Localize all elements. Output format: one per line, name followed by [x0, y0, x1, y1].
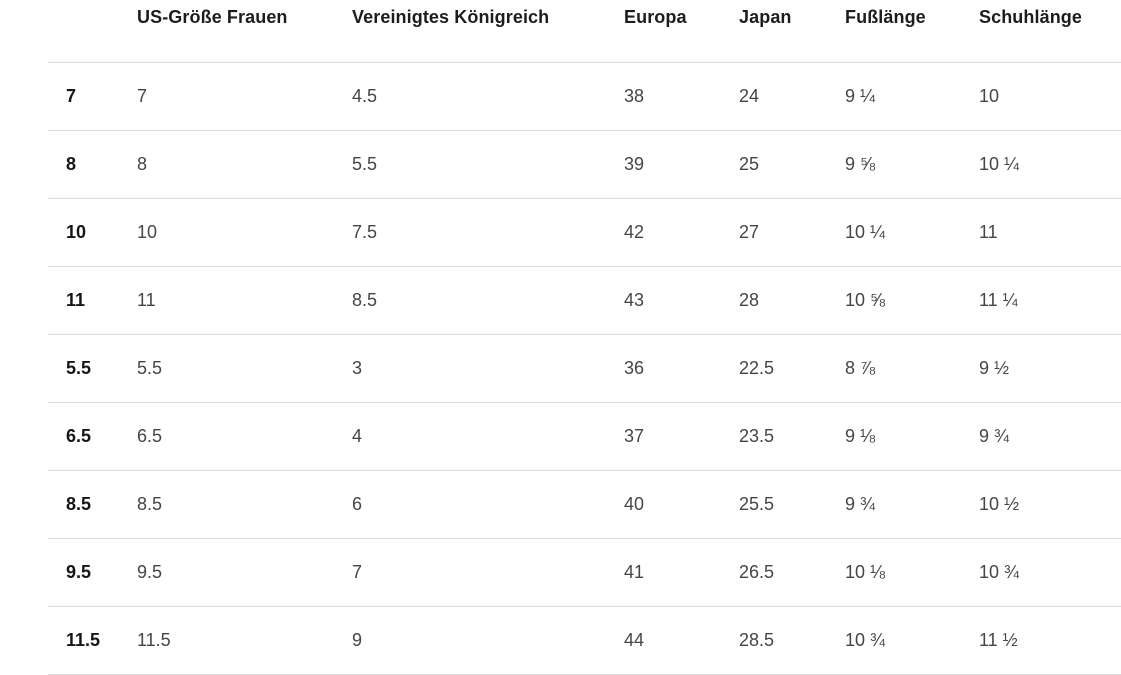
table-cell: 8 [137, 154, 148, 174]
table-cell: 4.5 [352, 86, 378, 106]
table-cell: 7.5 [352, 222, 378, 242]
table-cell: 10 ⅝ [845, 290, 886, 310]
table-cell: 6.5 [137, 426, 163, 446]
table-row: 10 10 7.5 42 27 10 ¼ 11 [48, 199, 1121, 267]
table-cell: 11 [137, 290, 156, 310]
table-cell: 4 [352, 426, 363, 446]
table-cell: 9 ¾ [979, 426, 1010, 446]
table-cell: 9 ¾ [845, 494, 876, 514]
row-header-cell: 5.5 [66, 358, 92, 378]
table-cell: 28.5 [739, 630, 775, 650]
table-cell: 22.5 [739, 358, 775, 378]
table-row: 5.5 5.5 3 36 22.5 8 ⅞ 9 ½ [48, 335, 1121, 403]
table-cell: 11.5 [137, 630, 171, 650]
table-row: 7 7 4.5 38 24 9 ¼ 10 [48, 63, 1121, 131]
column-header-blank [48, 0, 137, 7]
table-cell: 9.5 [137, 562, 163, 582]
table-cell: 11 [979, 222, 998, 242]
column-header: Fußlänge [845, 7, 926, 27]
row-header-cell: 6.5 [66, 426, 92, 446]
table-cell: 42 [624, 222, 645, 242]
column-header: Vereinigtes Königreich [352, 7, 550, 27]
table-cell: 3 [352, 358, 363, 378]
row-header-cell: 9.5 [66, 562, 92, 582]
table-cell: 26.5 [739, 562, 775, 582]
table-row: 11.5 11.5 9 44 28.5 10 ¾ 11 ½ [48, 607, 1121, 675]
row-header-cell: 8.5 [66, 494, 92, 514]
table-cell: 9 ½ [979, 358, 1010, 378]
table-header-row: US-Größe Frauen Vereinigtes Königreich Eur… [48, 0, 1121, 63]
table-row: 8 8 5.5 39 25 9 ⅝ 10 ¼ [48, 131, 1121, 199]
table-cell: 10 [979, 86, 1000, 106]
table-cell: 28 [739, 290, 760, 310]
table-row: 9.5 9.5 7 41 26.5 10 ⅛ 10 ¾ [48, 539, 1121, 607]
table-cell: 8.5 [352, 290, 378, 310]
table-cell: 38 [624, 86, 645, 106]
table-cell: 9 [352, 630, 363, 650]
row-header-cell: 8 [66, 154, 77, 174]
table-cell: 5.5 [137, 358, 163, 378]
column-header: Europa [624, 7, 687, 27]
table-cell: 10 ¼ [979, 154, 1020, 174]
row-header-cell: 10 [66, 222, 87, 242]
table-cell: 41 [624, 562, 645, 582]
table-cell: 5.5 [352, 154, 378, 174]
row-header-cell: 11 [66, 290, 86, 310]
table-row: 8.5 8.5 6 40 25.5 9 ¾ 10 ½ [48, 471, 1121, 539]
column-header: Japan [739, 7, 792, 27]
table-cell: 39 [624, 154, 645, 174]
table-cell: 11 ½ [979, 630, 1018, 650]
table-cell: 36 [624, 358, 645, 378]
table-cell: 9 ¼ [845, 86, 876, 106]
table-cell: 40 [624, 494, 645, 514]
table-cell: 10 ¾ [979, 562, 1020, 582]
table-cell: 6 [352, 494, 363, 514]
table-cell: 27 [739, 222, 760, 242]
table-cell: 8.5 [137, 494, 163, 514]
table-cell: 25.5 [739, 494, 775, 514]
table-cell: 7 [352, 562, 363, 582]
table-cell: 11 ¼ [979, 290, 1018, 310]
table-cell: 10 ¼ [845, 222, 886, 242]
table-cell: 10 ⅛ [845, 562, 886, 582]
table-cell: 8 ⅞ [845, 358, 876, 378]
table-cell: 10 ½ [979, 494, 1020, 514]
table-cell: 10 [137, 222, 158, 242]
shoe-size-conversion-table: US-Größe Frauen Vereinigtes Königreich Eur… [48, 0, 1121, 675]
table-row: 6.5 6.5 4 37 23.5 9 ⅛ 9 ¾ [48, 403, 1121, 471]
table-row: 11 11 8.5 43 28 10 ⅝ 11 ¼ [48, 267, 1121, 335]
table-cell: 9 ⅝ [845, 154, 876, 174]
table-body: 7 7 4.5 38 24 9 ¼ 10 8 8 5.5 39 25 9 ⅝ 10 ¼ 10 10 7.5 42 2… [48, 63, 1121, 675]
table-cell: 9 ⅛ [845, 426, 876, 446]
table-cell: 37 [624, 426, 645, 446]
table-cell: 44 [624, 630, 645, 650]
column-header: Schuhlänge [979, 7, 1083, 27]
table-cell: 10 ¾ [845, 630, 886, 650]
table-cell: 43 [624, 290, 645, 310]
table-cell: 23.5 [739, 426, 775, 446]
table-cell: 7 [137, 86, 148, 106]
table-cell: 25 [739, 154, 760, 174]
table-cell: 24 [739, 86, 760, 106]
row-header-cell: 11.5 [66, 630, 101, 650]
column-header: US-Größe Frauen [137, 7, 288, 27]
row-header-cell: 7 [66, 86, 77, 106]
